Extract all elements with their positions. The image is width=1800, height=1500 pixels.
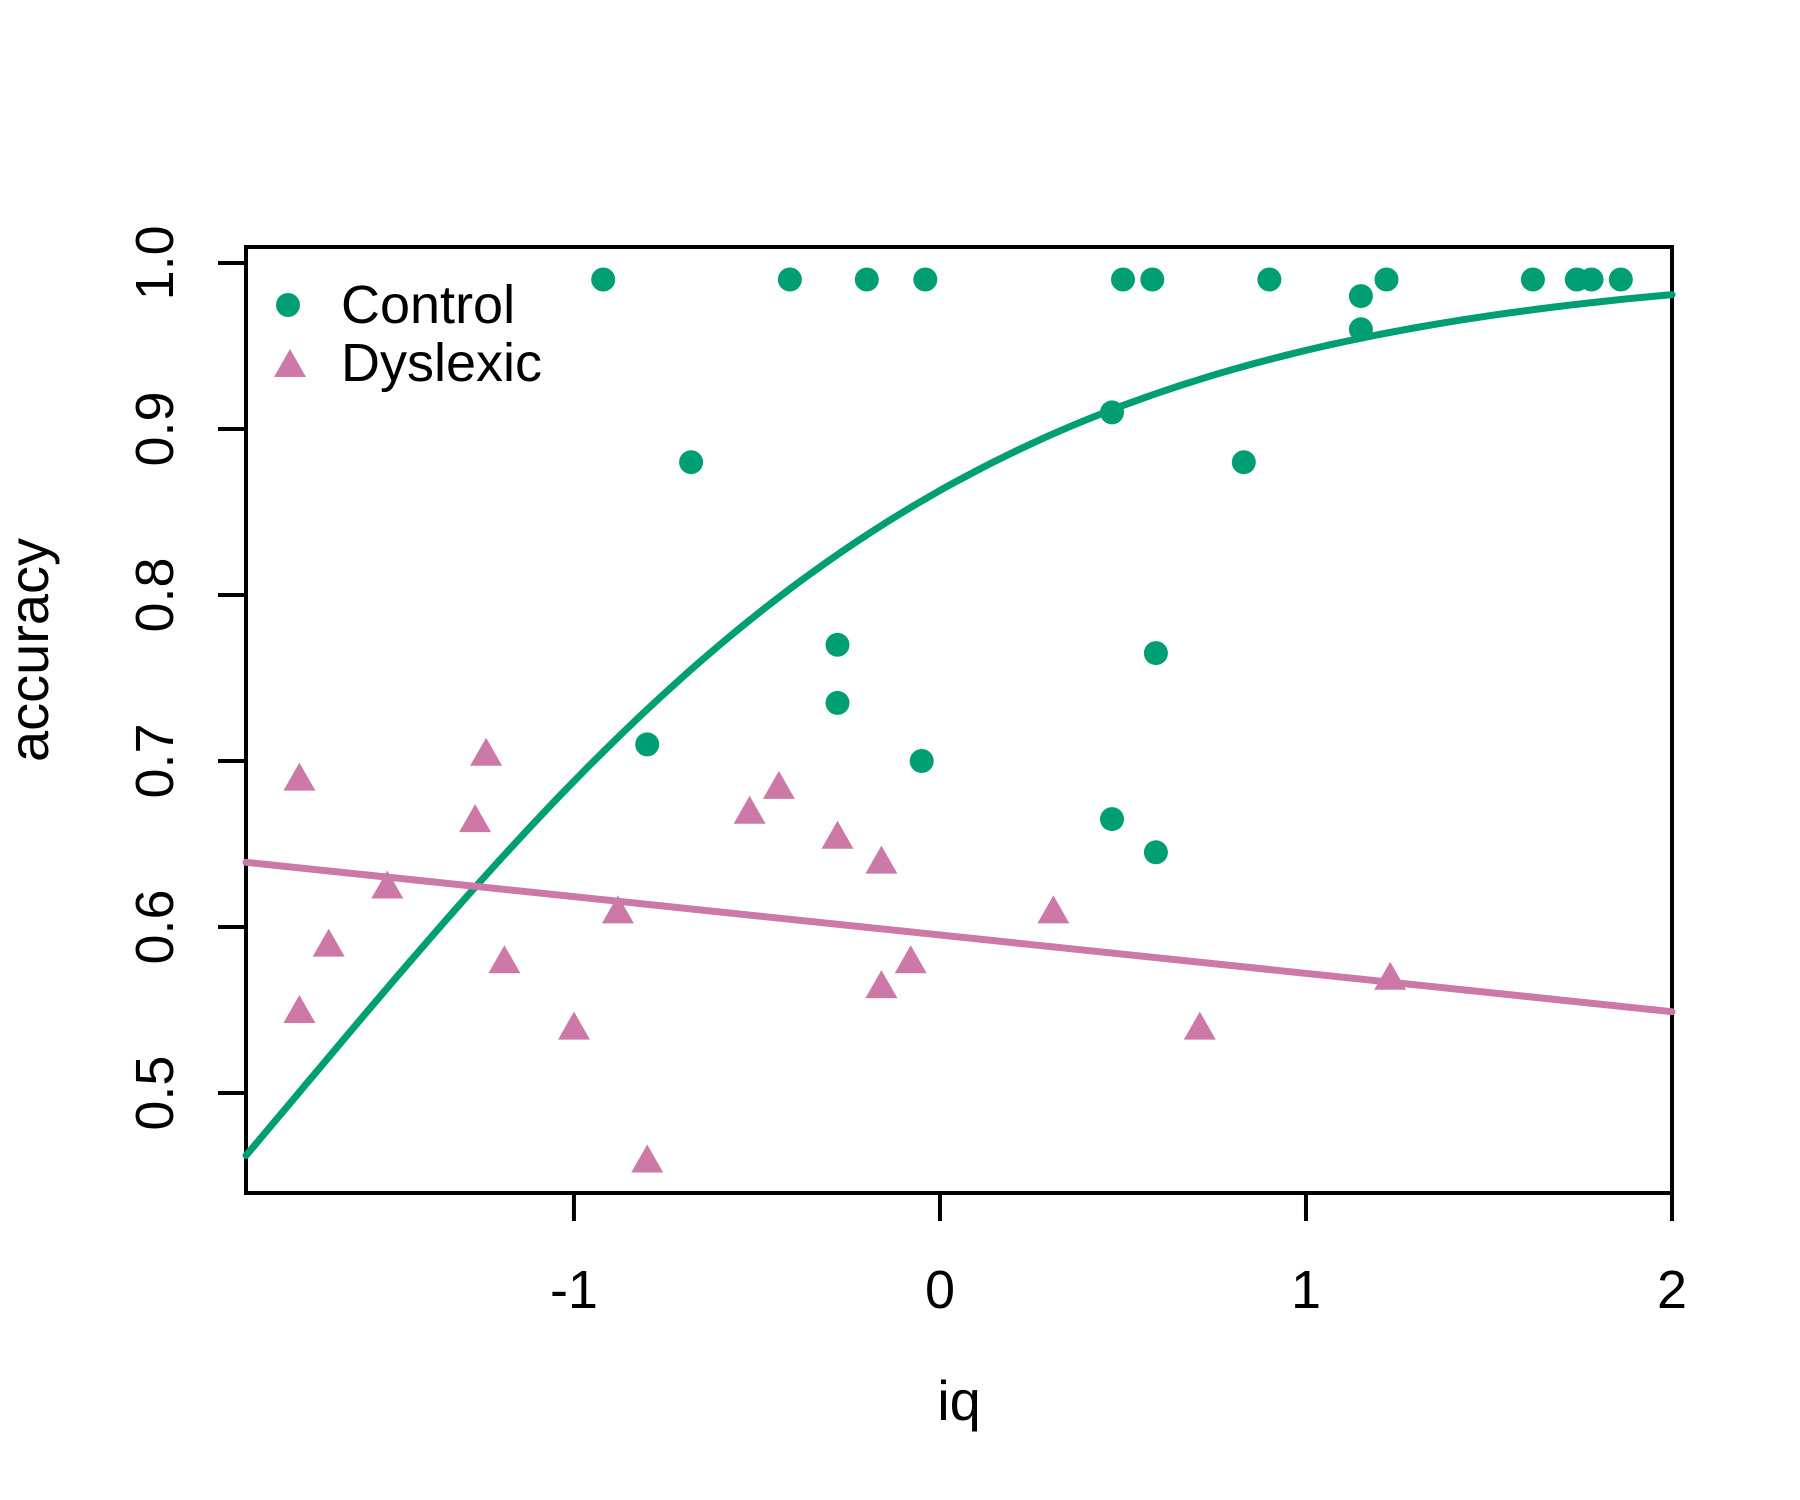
dyslexic-data-point (894, 945, 927, 974)
control-data-point (1143, 840, 1168, 865)
dyslexic-data-point (733, 795, 766, 824)
control-data-point (854, 267, 879, 292)
data-points (283, 267, 1633, 1173)
control-data-point (1608, 267, 1633, 292)
control-fit (242, 291, 1676, 1159)
y-axis-ticks: 1.0 0.9 0.8 0.7 0.6 0.5 (125, 225, 246, 1131)
control-data-point (1374, 267, 1399, 292)
control-data-point (1100, 807, 1124, 832)
control-circle-icon (276, 293, 300, 317)
control-data-point (909, 749, 934, 773)
legend-label-control: Control (341, 275, 515, 335)
dyslexic-data-point (821, 820, 854, 849)
control-data-point (1579, 267, 1604, 292)
y-tick-label: 0.9 (125, 391, 185, 466)
legend-label-dyslexic: Dyslexic (341, 333, 542, 393)
control-data-point (1348, 317, 1373, 342)
dyslexic-data-point (601, 895, 634, 924)
control-data-point (825, 690, 850, 715)
y-tick-label: 0.5 (125, 1056, 185, 1131)
y-tick-label: 1.0 (125, 225, 185, 300)
control-data-point (1257, 267, 1282, 292)
dyslexic-data-point (558, 1011, 590, 1040)
dyslexic-data-point (1037, 895, 1070, 924)
control-data-point (1520, 267, 1545, 292)
control-data-point (1348, 284, 1373, 309)
x-tick-label: -1 (550, 1260, 598, 1320)
control-data-point (591, 267, 616, 292)
dyslexic-data-point (470, 737, 503, 766)
y-axis-title: accuracy (0, 538, 60, 762)
x-tick-label: 0 (925, 1260, 955, 1320)
control-data-point (1231, 450, 1256, 475)
dyslexic-data-point (459, 804, 492, 833)
x-tick-label: 2 (1657, 1260, 1687, 1320)
dyslexic-data-point (1374, 961, 1407, 990)
x-tick-label: 1 (1291, 1260, 1321, 1320)
dyslexic-triangle-icon (274, 349, 306, 377)
dyslexic-data-point (1183, 1011, 1216, 1040)
control-data-point (777, 267, 802, 292)
x-axis-ticks: -1 0 1 2 (550, 1193, 1687, 1320)
control-data-point (679, 450, 704, 475)
control-data-point (913, 267, 938, 292)
dyslexic-data-point (762, 770, 795, 799)
dyslexic-fit (242, 858, 1676, 1016)
dyslexic-data-point (371, 870, 404, 899)
dyslexic-data-point (283, 762, 316, 791)
legend: Control Dyslexic (274, 275, 542, 393)
control-data-point (1140, 267, 1165, 292)
control-data-point (825, 632, 850, 657)
y-tick-label: 0.6 (125, 889, 185, 964)
y-tick-label: 0.8 (125, 557, 185, 632)
control-data-point (1100, 400, 1124, 425)
x-axis-title: iq (937, 1369, 981, 1432)
dyslexic-data-point (631, 1144, 664, 1173)
fit-curves (242, 291, 1676, 1159)
control-data-point (1143, 641, 1168, 666)
plot-border (244, 245, 1674, 1195)
control-data-point (1111, 267, 1135, 292)
dyslexic-data-point (312, 928, 345, 957)
dyslexic-data-point (865, 970, 898, 999)
dyslexic-data-point (865, 845, 898, 874)
y-tick-label: 0.7 (125, 723, 185, 798)
control-data-point (635, 732, 660, 757)
dyslexic-data-point (283, 995, 316, 1023)
dyslexic-data-point (488, 945, 521, 974)
